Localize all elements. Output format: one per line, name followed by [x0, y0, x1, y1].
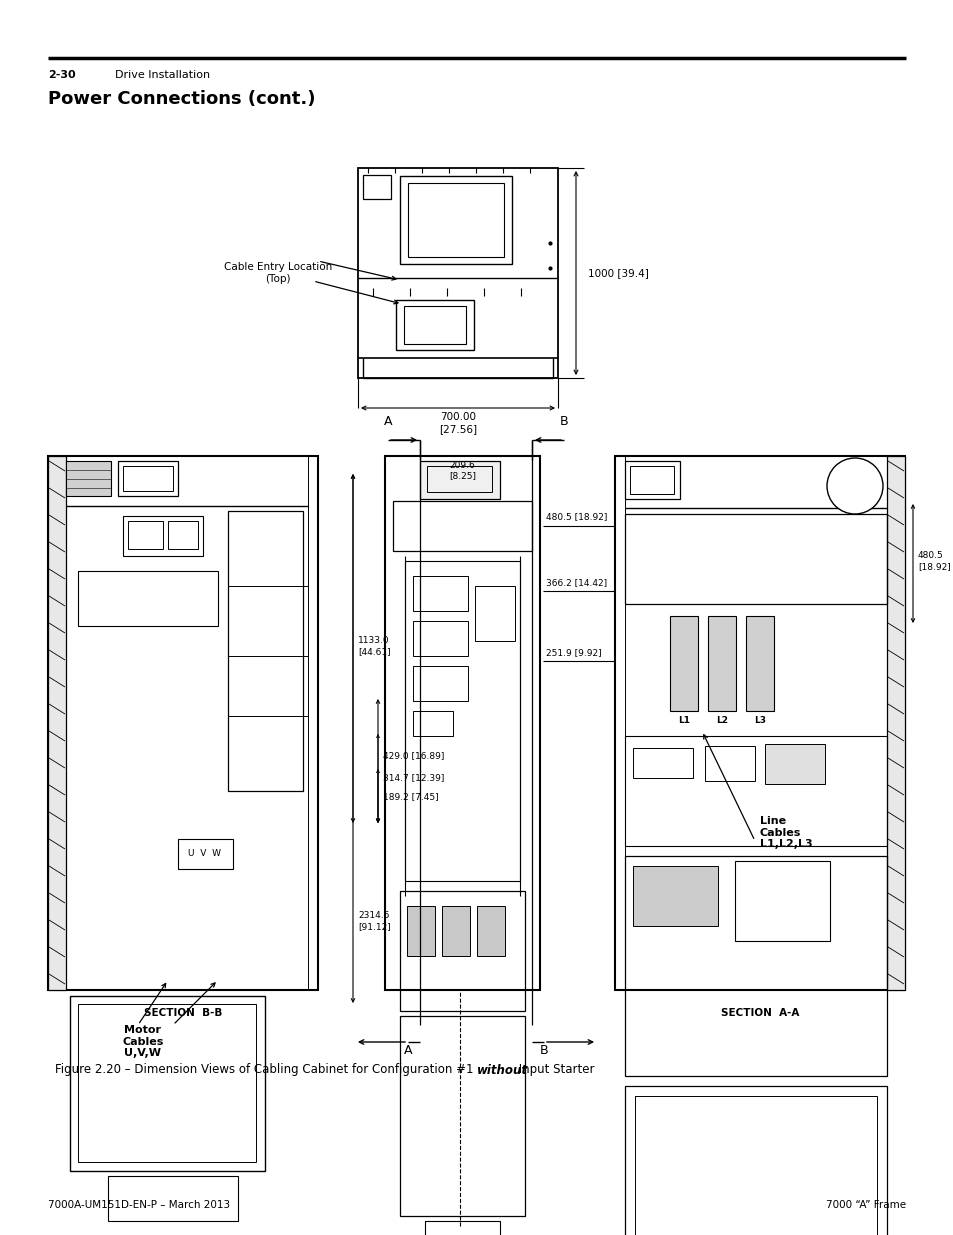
Bar [399, 177, 512, 264]
Bar [405, 561, 519, 881]
Text: Motor
Cables
U,V,W: Motor Cables U,V,W [122, 1025, 164, 1058]
Text: Drive Installation: Drive Installation [115, 70, 210, 80]
Bar [413, 666, 468, 701]
Text: L3: L3 [753, 716, 765, 725]
Bar [624, 736, 886, 846]
Text: U  V  W: U V W [189, 850, 221, 858]
Bar [48, 456, 317, 990]
Bar [413, 711, 453, 736]
Text: 480.5 [18.92]: 480.5 [18.92] [545, 513, 607, 521]
Bar [734, 861, 829, 941]
Bar [399, 1016, 524, 1216]
Bar [308, 456, 317, 990]
Bar [475, 585, 515, 641]
Text: 480.5
[18.92]: 480.5 [18.92] [917, 551, 950, 571]
Bar [395, 300, 474, 350]
Bar [615, 456, 624, 990]
Text: L2: L2 [716, 716, 727, 725]
Bar [624, 514, 886, 604]
Bar [385, 456, 539, 990]
Bar [413, 621, 468, 656]
Text: 2314.6
[91.12]: 2314.6 [91.12] [357, 911, 391, 931]
Bar [70, 995, 265, 1171]
Bar [408, 183, 503, 257]
Bar [441, 906, 470, 956]
Bar [615, 456, 904, 990]
Text: Line
Cables
L1,L2,L3: Line Cables L1,L2,L3 [760, 816, 812, 850]
Bar [393, 501, 532, 551]
Bar [128, 521, 163, 550]
Bar [707, 616, 735, 711]
Text: Figure 2.20 – Dimension Views of Cabling Cabinet for Configuration #1: Figure 2.20 – Dimension Views of Cabling… [54, 1063, 477, 1077]
Bar [108, 1176, 237, 1221]
Text: B: B [539, 1044, 548, 1057]
Text: Input Starter: Input Starter [515, 1063, 594, 1077]
Text: 2-30: 2-30 [48, 70, 75, 80]
Bar [633, 866, 718, 926]
Text: 7000 “A” Frame: 7000 “A” Frame [825, 1200, 905, 1210]
Bar [633, 748, 692, 778]
Bar [624, 856, 886, 1076]
Bar [419, 461, 499, 499]
Bar [78, 571, 218, 626]
Bar [764, 743, 824, 784]
Bar [357, 168, 558, 378]
Bar [363, 175, 391, 199]
Bar [48, 456, 66, 990]
Text: A: A [383, 415, 392, 429]
Bar [168, 521, 198, 550]
Text: 429.0 [16.89]: 429.0 [16.89] [382, 752, 444, 761]
Bar [624, 461, 679, 499]
Text: 7000A-UM151D-EN-P – March 2013: 7000A-UM151D-EN-P – March 2013 [48, 1200, 230, 1210]
Bar [624, 1086, 886, 1235]
Bar [123, 466, 172, 492]
Text: B: B [559, 415, 568, 429]
Bar [123, 516, 203, 556]
Text: A: A [403, 1044, 412, 1057]
Text: L1: L1 [678, 716, 689, 725]
Bar [476, 906, 504, 956]
Bar [399, 890, 524, 1011]
Text: 700.00
[27.56]: 700.00 [27.56] [438, 412, 476, 433]
Text: Cable Entry Location
(Top): Cable Entry Location (Top) [224, 262, 332, 284]
Text: 314.7 [12.39]: 314.7 [12.39] [382, 773, 444, 783]
Text: 1133.0
[44.61]: 1133.0 [44.61] [357, 636, 390, 656]
Bar [704, 746, 754, 781]
Text: 251.9 [9.92]: 251.9 [9.92] [545, 648, 601, 657]
Bar [629, 466, 673, 494]
Bar [78, 1004, 255, 1162]
Text: without: without [476, 1063, 527, 1077]
Bar [228, 511, 303, 790]
Text: SECTION  A-A: SECTION A-A [720, 1008, 799, 1018]
Bar [427, 466, 492, 492]
Bar [407, 906, 435, 956]
Bar [745, 616, 773, 711]
Text: 366.2 [14.42]: 366.2 [14.42] [545, 578, 606, 587]
Bar [424, 1221, 499, 1235]
Bar [403, 306, 465, 345]
Text: 209.6
[8.25]: 209.6 [8.25] [449, 461, 476, 480]
Bar [66, 461, 111, 496]
Bar [178, 839, 233, 869]
Text: SECTION  B-B: SECTION B-B [144, 1008, 222, 1018]
Bar [413, 576, 468, 611]
Text: 189.2 [7.45]: 189.2 [7.45] [382, 793, 438, 802]
Circle shape [826, 458, 882, 514]
Bar [635, 1095, 876, 1235]
Text: Power Connections (cont.): Power Connections (cont.) [48, 90, 315, 107]
Text: 1000 [39.4]: 1000 [39.4] [587, 268, 648, 278]
Bar [669, 616, 698, 711]
Bar [118, 461, 178, 496]
Bar [886, 456, 904, 990]
